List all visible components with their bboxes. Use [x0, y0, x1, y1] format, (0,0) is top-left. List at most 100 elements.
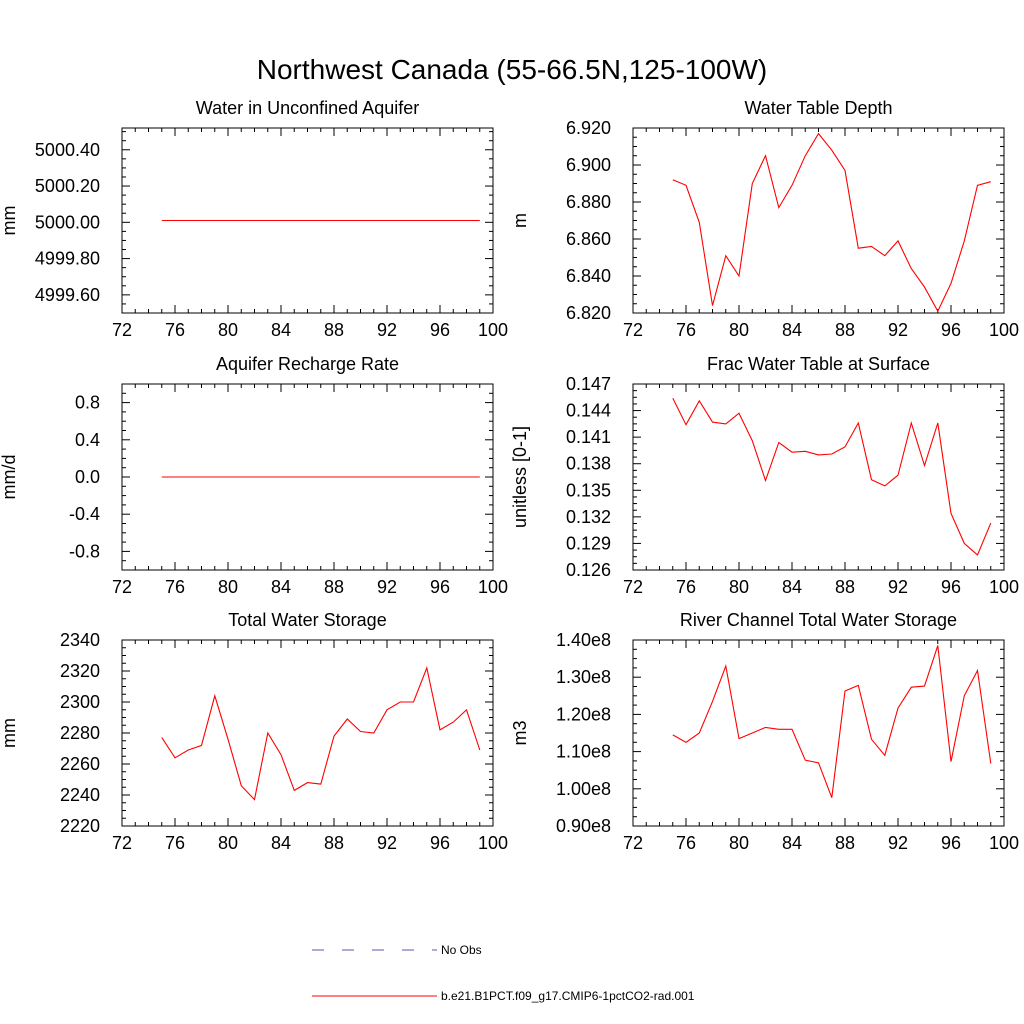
x-tick-label: 100: [478, 577, 508, 597]
panel-title: River Channel Total Water Storage: [680, 610, 957, 630]
x-tick-label: 72: [112, 577, 132, 597]
y-axis-label: m3: [510, 720, 530, 745]
y-tick-label: 6.920: [566, 118, 611, 138]
panels: Water in Unconfined Aquifer 72 76 80 84 88 92 9…: [0, 98, 1019, 853]
chart-panel-6: River Channel Total Water Storage 72 76 80 8…: [510, 610, 1019, 853]
figure-title: Northwest Canada (55-66.5N,125-100W): [257, 54, 767, 85]
chart-panel-2: Water Table Depth 72 76 80 84 88 92 96 100 6.820 6…: [510, 98, 1019, 340]
chart-panel-4: Frac Water Table at Surface 72 76 80 84 88 92 9…: [510, 354, 1019, 597]
y-tick-label: 6.820: [566, 303, 611, 323]
x-tick-label: 76: [676, 833, 696, 853]
y-tick-label: -0.8: [69, 541, 100, 561]
y-tick-label: 2220: [60, 816, 100, 836]
x-tick-label: 76: [165, 577, 185, 597]
x-tick-label: 96: [941, 833, 961, 853]
plot-frame: [632, 639, 1005, 827]
y-tick-label: 5000.40: [35, 140, 100, 160]
y-tick-label: 0.90e8: [556, 816, 611, 836]
panel-title: Water in Unconfined Aquifer: [196, 98, 419, 118]
y-tick-label: 0.132: [566, 507, 611, 527]
x-tick-label: 100: [989, 833, 1019, 853]
y-tick-label: 0.8: [75, 393, 100, 413]
x-tick-label: 76: [165, 320, 185, 340]
y-axis-label: mm: [0, 718, 19, 748]
series-line-1: [672, 132, 991, 313]
y-tick-label: 6.860: [566, 229, 611, 249]
panel-title: Total Water Storage: [228, 610, 386, 630]
series-line-1: [672, 645, 992, 798]
y-tick-label: 2320: [60, 661, 100, 681]
x-tick-label: 84: [271, 320, 291, 340]
y-tick-label: 6.840: [566, 266, 611, 286]
x-tick-label: 76: [165, 833, 185, 853]
panel-title: Water Table Depth: [744, 98, 892, 118]
y-tick-label: 2340: [60, 630, 100, 650]
x-tick-label: 72: [623, 320, 643, 340]
y-tick-label: 0.135: [566, 480, 611, 500]
x-tick-label: 84: [782, 577, 802, 597]
x-tick-label: 72: [623, 833, 643, 853]
y-tick-label: 2240: [60, 785, 100, 805]
chart-panel-5: Total Water Storage 72 76 80 84 88 92 96 100 2220…: [0, 610, 508, 853]
x-tick-label: 96: [430, 577, 450, 597]
x-tick-label: 80: [729, 320, 749, 340]
x-tick-label: 100: [478, 320, 508, 340]
y-tick-label: 4999.80: [35, 249, 100, 269]
legend-label-1: No Obs: [441, 943, 482, 957]
x-tick-label: 84: [782, 320, 802, 340]
y-tick-label: 0.0: [75, 467, 100, 487]
plot-frame: [632, 127, 1005, 314]
chart-panel-1: Water in Unconfined Aquifer 72 76 80 84 88 92 9…: [0, 98, 508, 340]
y-tick-label: 5000.20: [35, 176, 100, 196]
panel-title: Frac Water Table at Surface: [707, 354, 930, 374]
x-tick-label: 92: [888, 577, 908, 597]
x-tick-label: 88: [835, 577, 855, 597]
x-tick-label: 76: [676, 320, 696, 340]
y-tick-label: 0.141: [566, 427, 611, 447]
x-tick-label: 92: [888, 320, 908, 340]
plot-frame: [632, 383, 1005, 571]
x-tick-label: 96: [430, 320, 450, 340]
chart-panel-3: Aquifer Recharge Rate 72 76 80 84 88 92 96 100 -0…: [0, 354, 508, 597]
x-tick-label: 80: [218, 577, 238, 597]
y-axis-label: mm: [0, 206, 19, 236]
series-line-1: [672, 397, 992, 556]
x-tick-label: 84: [782, 833, 802, 853]
y-tick-label: 2260: [60, 754, 100, 774]
y-tick-label: 0.144: [566, 401, 611, 421]
series-line-1: [161, 665, 481, 801]
x-tick-label: 96: [941, 320, 961, 340]
y-tick-label: 4999.60: [35, 285, 100, 305]
y-axis-label: unitless [0-1]: [510, 426, 530, 528]
y-tick-label: 0.147: [566, 374, 611, 394]
x-tick-label: 88: [835, 833, 855, 853]
x-tick-label: 92: [888, 833, 908, 853]
y-axis-label: m: [510, 213, 530, 228]
x-tick-label: 100: [478, 833, 508, 853]
x-tick-label: 80: [218, 320, 238, 340]
y-tick-label: 1.20e8: [556, 704, 611, 724]
x-tick-label: 76: [676, 577, 696, 597]
y-tick-label: 1.00e8: [556, 779, 611, 799]
y-tick-label: -0.4: [69, 504, 100, 524]
y-tick-label: 0.129: [566, 533, 611, 553]
y-tick-label: 2280: [60, 723, 100, 743]
y-tick-label: 0.138: [566, 454, 611, 474]
x-tick-label: 92: [377, 577, 397, 597]
x-tick-label: 88: [324, 320, 344, 340]
x-tick-label: 88: [835, 320, 855, 340]
y-tick-label: 2300: [60, 692, 100, 712]
y-tick-label: 1.10e8: [556, 742, 611, 762]
x-tick-label: 88: [324, 833, 344, 853]
y-tick-label: 5000.00: [35, 212, 100, 232]
plot-frame: [121, 639, 494, 827]
y-tick-label: 1.40e8: [556, 630, 611, 650]
y-tick-label: 1.30e8: [556, 667, 611, 687]
panel-title: Aquifer Recharge Rate: [216, 354, 399, 374]
x-tick-label: 80: [729, 833, 749, 853]
x-tick-label: 72: [112, 320, 132, 340]
y-tick-label: 0.126: [566, 560, 611, 580]
x-tick-label: 72: [112, 833, 132, 853]
y-tick-label: 6.880: [566, 192, 611, 212]
